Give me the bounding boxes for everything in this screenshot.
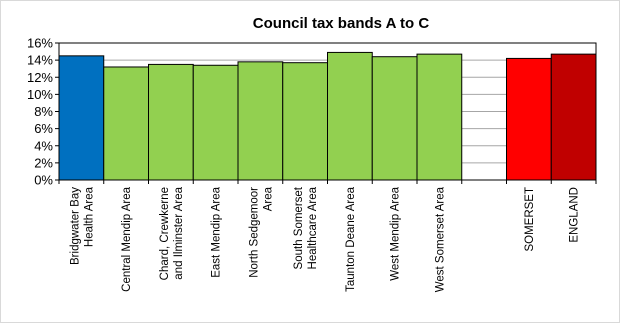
x-category-label-line: North Sedgemoor bbox=[248, 187, 260, 278]
x-category-label-line: Bridgwater Bay bbox=[69, 187, 81, 265]
x-category-label: Taunton Deane Area bbox=[345, 186, 357, 291]
x-category-label-line: SOMERSET bbox=[524, 187, 536, 252]
y-tick-label: 8% bbox=[34, 104, 53, 119]
x-category-label-line: ENGLAND bbox=[569, 187, 581, 243]
x-category-label-line: South Somerset bbox=[293, 186, 305, 269]
x-category-label: South Somerset Healthcare Area bbox=[293, 186, 319, 269]
y-tick-label: 6% bbox=[34, 121, 53, 136]
bar bbox=[550, 53, 597, 181]
y-tick-label: 14% bbox=[27, 53, 53, 68]
bar bbox=[58, 55, 105, 181]
bars bbox=[58, 51, 597, 181]
bar bbox=[148, 63, 194, 181]
x-category-label-line: Health Area bbox=[83, 186, 95, 247]
x-category-label: Chard, Crewkerne and Ilminster Area bbox=[159, 186, 185, 280]
y-tick-label: 4% bbox=[34, 138, 53, 153]
x-category-label-line: Taunton Deane Area bbox=[345, 186, 357, 291]
x-category-label: Bridgwater Bay Health Area bbox=[69, 186, 95, 265]
x-category-label: SOMERSET bbox=[524, 187, 536, 252]
x-category-label: ENGLAND bbox=[569, 187, 581, 243]
x-category-label-line: West Somerset Area bbox=[434, 186, 446, 292]
y-tick-label: 2% bbox=[34, 155, 53, 170]
y-tick-label: 16% bbox=[27, 36, 53, 51]
x-category-label-line: and Ilminster Area bbox=[173, 186, 185, 279]
axes bbox=[55, 42, 597, 184]
y-tick-labels: 0% 2% 4% 6% 8% 10% 12% 14% 16% bbox=[27, 36, 53, 188]
chart-title: Council tax bands A to C bbox=[253, 15, 430, 32]
bar bbox=[103, 66, 149, 181]
x-tick-labels: Bridgwater Bay Health Area Central Mendip … bbox=[69, 186, 580, 292]
y-tick-label: 0% bbox=[34, 173, 53, 188]
x-category-label: West Somerset Area bbox=[434, 186, 446, 292]
bar bbox=[327, 51, 373, 181]
x-category-label-line: Healthcare Area bbox=[307, 186, 319, 269]
x-category-label: West Mendip Area bbox=[390, 186, 402, 280]
y-tick-label: 12% bbox=[27, 70, 53, 85]
x-category-label-line: Central Mendip Area bbox=[121, 186, 133, 291]
bar bbox=[371, 56, 418, 181]
x-category-label-line: East Mendip Area bbox=[211, 186, 223, 277]
bar bbox=[506, 57, 552, 181]
x-category-label: North Sedgemoor Area bbox=[248, 186, 274, 277]
bar bbox=[192, 64, 239, 181]
x-category-label: East Mendip Area bbox=[211, 186, 223, 277]
bar bbox=[237, 61, 284, 181]
x-category-label-line: Chard, Crewkerne bbox=[159, 187, 171, 280]
x-category-label-line: West Mendip Area bbox=[390, 186, 402, 280]
y-tick-label: 10% bbox=[27, 87, 53, 102]
bar bbox=[416, 53, 463, 181]
x-category-label: Central Mendip Area bbox=[121, 186, 133, 291]
bar bbox=[282, 62, 328, 181]
x-category-label-line: Area bbox=[262, 186, 274, 211]
